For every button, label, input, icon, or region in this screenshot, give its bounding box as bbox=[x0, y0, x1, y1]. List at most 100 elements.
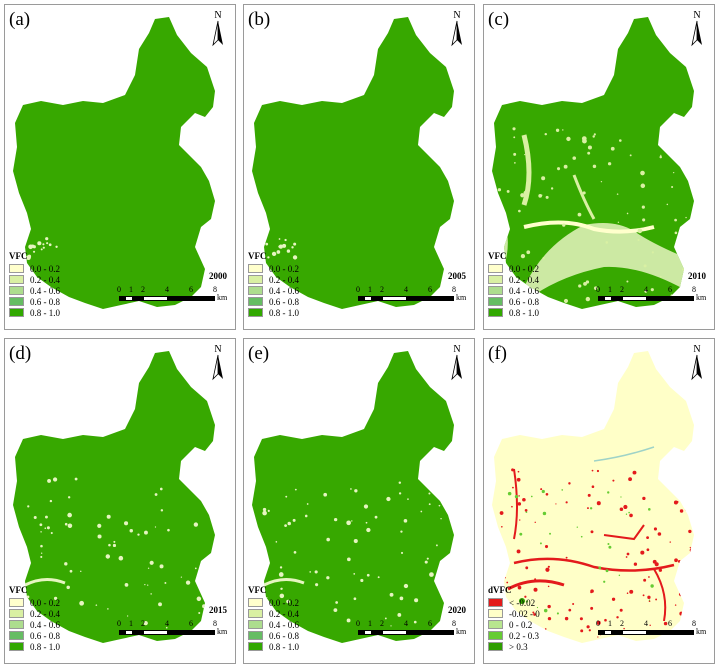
scale-tick-label: 8 bbox=[452, 285, 456, 294]
legend-label: 0.2 - 0.3 bbox=[509, 630, 539, 641]
study-area-shape bbox=[13, 17, 215, 309]
legend-item: 0.4 - 0.6 bbox=[9, 285, 60, 296]
legend-swatch bbox=[488, 598, 503, 607]
scale-tick-label: 1 bbox=[368, 619, 372, 628]
north-arrow-icon: N bbox=[691, 344, 702, 381]
vegetation-pattern bbox=[262, 481, 442, 627]
legend-item: 0.4 - 0.6 bbox=[248, 285, 299, 296]
map-area bbox=[252, 17, 454, 309]
scale-tick-label: 0 bbox=[356, 619, 360, 628]
legend-title: VFC bbox=[488, 251, 507, 261]
year-label: 2020 bbox=[448, 605, 466, 615]
year-label: 2015 bbox=[209, 605, 227, 615]
legend-swatch bbox=[248, 275, 263, 284]
legend-title: VFC bbox=[9, 585, 28, 595]
year-label: 2005 bbox=[448, 271, 466, 281]
legend-item: 0.4 - 0.6 bbox=[248, 619, 299, 630]
scale-unit: km bbox=[696, 293, 707, 302]
map-area bbox=[492, 17, 694, 309]
panel-label: (a) bbox=[9, 9, 31, 30]
scale-tick-label: 2 bbox=[380, 285, 384, 294]
legend-swatch bbox=[488, 275, 503, 284]
legend-item: 0.4 - 0.6 bbox=[9, 619, 60, 630]
legend-label: 0.8 - 1.0 bbox=[30, 307, 60, 318]
svg-text:N: N bbox=[693, 10, 700, 21]
map-panel: (e) N VFC 0.0 - 0.2 0.2 - 0.4 0.4 - 0.6 0.6 - … bbox=[243, 338, 475, 664]
north-arrow-icon: N bbox=[691, 10, 702, 47]
legend: VFC 0.0 - 0.2 0.2 - 0.4 0.4 - 0.6 0.6 - 0.8 0… bbox=[9, 251, 60, 318]
legend-label: 0.2 - 0.4 bbox=[269, 274, 299, 285]
scale-tick-label: 6 bbox=[668, 285, 672, 294]
map-area bbox=[252, 351, 454, 643]
svg-text:N: N bbox=[214, 10, 221, 21]
panel-label: (f) bbox=[488, 343, 507, 364]
legend-swatch bbox=[9, 598, 24, 607]
scale-bar: 0 1 2 4 6 8 km bbox=[117, 285, 233, 317]
legend-item: 0.8 - 1.0 bbox=[9, 307, 60, 318]
scale-tick-label: 2 bbox=[141, 285, 145, 294]
legend-item: 0.2 - 0.3 bbox=[488, 630, 540, 641]
panel-label: (d) bbox=[9, 343, 32, 364]
scale-tick-label: 4 bbox=[404, 619, 408, 628]
legend-swatch bbox=[9, 275, 24, 284]
legend-item: 0.6 - 0.8 bbox=[9, 296, 60, 307]
svg-text:N: N bbox=[693, 344, 700, 355]
scale-tick-label: 0 bbox=[596, 619, 600, 628]
legend-label: 0.2 - 0.4 bbox=[30, 274, 60, 285]
legend-label: 0.6 - 0.8 bbox=[30, 630, 60, 641]
north-arrow-icon: N bbox=[451, 344, 462, 381]
scale-tick-label: 2 bbox=[141, 619, 145, 628]
scale-tick-label: 1 bbox=[608, 285, 612, 294]
scale-tick-label: 0 bbox=[117, 619, 121, 628]
legend-item: 0.0 - 0.2 bbox=[488, 263, 539, 274]
vegetation-pattern bbox=[265, 238, 298, 260]
legend-title: VFC bbox=[248, 251, 267, 261]
vegetation-pattern bbox=[498, 446, 694, 638]
panel-label: (b) bbox=[248, 9, 271, 30]
legend-item: 0.2 - 0.4 bbox=[9, 608, 60, 619]
legend-label: 0.4 - 0.6 bbox=[30, 619, 60, 630]
scale-tick-label: 6 bbox=[428, 285, 432, 294]
legend-label: 0.8 - 1.0 bbox=[269, 641, 299, 652]
legend-label: 0.0 - 0.2 bbox=[269, 263, 299, 274]
legend: VFC 0.0 - 0.2 0.2 - 0.4 0.4 - 0.6 0.6 - 0.8 0… bbox=[248, 251, 299, 318]
legend-swatch bbox=[488, 620, 503, 629]
legend-label: < -0.02 bbox=[509, 597, 536, 608]
scale-tick-label: 1 bbox=[608, 619, 612, 628]
panel-label: (e) bbox=[248, 343, 270, 364]
legend-label: 0.8 - 1.0 bbox=[509, 307, 539, 318]
legend-label: 0.0 - 0.2 bbox=[269, 597, 299, 608]
legend-item: 0.6 - 0.8 bbox=[488, 296, 539, 307]
legend-swatch bbox=[488, 286, 503, 295]
legend-swatch bbox=[9, 286, 24, 295]
legend-swatch bbox=[248, 620, 263, 629]
legend-swatch bbox=[248, 297, 263, 306]
legend-label: 0 - 0.2 bbox=[509, 619, 533, 630]
scale-unit: km bbox=[456, 627, 467, 636]
scale-unit: km bbox=[217, 627, 228, 636]
scale-tick-label: 0 bbox=[356, 285, 360, 294]
scale-tick-label: 4 bbox=[404, 285, 408, 294]
scale-tick-label: 1 bbox=[129, 619, 133, 628]
scale-tick-label: 4 bbox=[165, 619, 169, 628]
legend-swatch bbox=[248, 286, 263, 295]
legend-label: 0.4 - 0.6 bbox=[269, 619, 299, 630]
scale-tick-label: 6 bbox=[189, 285, 193, 294]
legend-swatch bbox=[248, 264, 263, 273]
legend-item: 0.6 - 0.8 bbox=[248, 630, 299, 641]
scale-tick-label: 8 bbox=[692, 619, 696, 628]
map-area bbox=[13, 351, 215, 643]
scale-tick-label: 4 bbox=[165, 285, 169, 294]
legend-label: 0.4 - 0.6 bbox=[509, 285, 539, 296]
legend-label: 0.0 - 0.2 bbox=[30, 263, 60, 274]
scale-tick-label: 6 bbox=[668, 619, 672, 628]
legend-item: 0.8 - 1.0 bbox=[248, 307, 299, 318]
north-arrow-icon: N bbox=[212, 10, 223, 47]
legend-swatch bbox=[9, 642, 24, 651]
legend-item: 0.0 - 0.2 bbox=[248, 597, 299, 608]
legend-item: 0.6 - 0.8 bbox=[248, 296, 299, 307]
legend-label: 0.4 - 0.6 bbox=[30, 285, 60, 296]
map-panel: (b) N VFC 0.0 - 0.2 0.2 - 0.4 0.4 - 0.6 0.6 - … bbox=[243, 4, 475, 330]
legend-label: 0.6 - 0.8 bbox=[269, 296, 299, 307]
